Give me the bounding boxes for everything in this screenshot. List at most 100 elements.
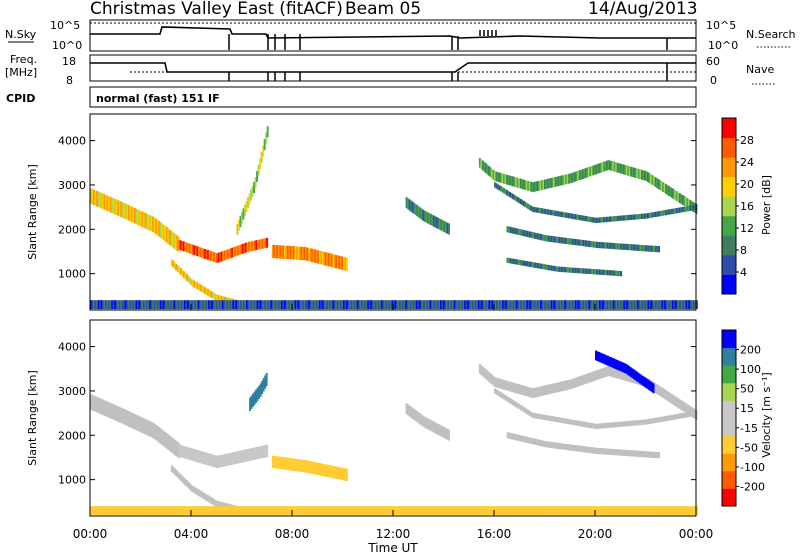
data-cell: [346, 468, 348, 482]
data-cell: [546, 235, 548, 242]
data-cell: [671, 506, 674, 516]
data-cell: [302, 246, 305, 261]
data-cell: [523, 230, 526, 237]
data-cell: [167, 506, 170, 516]
data-cell: [683, 412, 686, 418]
data-cell: [641, 506, 644, 516]
data-cell: [259, 158, 262, 170]
data-cell: [665, 300, 668, 310]
data-cell: [615, 162, 618, 173]
data-cell: [448, 223, 450, 235]
data-cell: [184, 272, 187, 280]
data-cell: [361, 506, 364, 516]
data-cell: [530, 300, 533, 310]
data-cell: [195, 245, 197, 256]
data-cell: [414, 204, 417, 216]
data-cell: [520, 260, 523, 266]
data-cell: [606, 160, 609, 171]
data-cell: [423, 416, 426, 428]
data-cell: [264, 375, 267, 389]
data-cell: [639, 506, 642, 516]
data-cell: [121, 408, 124, 424]
data-cell: [627, 300, 630, 310]
data-cell: [529, 261, 532, 267]
data-cell: [671, 188, 674, 198]
data-cell: [593, 241, 595, 248]
data-cell: [535, 438, 538, 446]
data-cell: [621, 243, 624, 250]
data-cell: [150, 421, 153, 438]
data-cell: [689, 411, 692, 417]
data-cell: [249, 300, 252, 310]
data-cell: [329, 253, 332, 267]
data-cell: [608, 356, 611, 367]
data-cell: [603, 300, 606, 310]
data-cell: [515, 401, 518, 408]
data-cell: [668, 392, 671, 402]
data-cell: [568, 419, 571, 425]
data-cell: [532, 300, 535, 310]
data-cell: [109, 300, 112, 310]
data-cell: [591, 217, 593, 223]
data-cell: [620, 300, 623, 310]
data-cell: [311, 248, 314, 262]
data-cell: [633, 506, 636, 516]
data-cell: [177, 506, 180, 516]
data-cell: [321, 506, 324, 516]
data-cell: [338, 467, 341, 480]
data-cell: [406, 300, 409, 310]
colorbar-tick-label: 200: [740, 344, 761, 357]
data-cell: [120, 201, 123, 218]
data-cell: [431, 420, 434, 432]
data-cell: [632, 506, 635, 516]
data-cell: [249, 506, 252, 516]
data-cell: [550, 209, 553, 216]
data-cell: [675, 414, 678, 420]
data-cell: [605, 269, 608, 276]
data-cell: [538, 233, 541, 240]
data-cell: [265, 132, 268, 144]
data-cell: [402, 300, 405, 310]
data-cell: [260, 446, 263, 459]
data-cell: [650, 506, 653, 516]
data-cell: [296, 506, 298, 516]
data-cell: [593, 506, 595, 516]
data-cell: [547, 209, 549, 215]
data-cell: [518, 435, 521, 442]
data-cell: [93, 300, 95, 310]
data-cell: [480, 365, 483, 375]
data-cell: [429, 213, 432, 225]
data-cell: [317, 300, 320, 310]
data-cell: [324, 300, 327, 310]
data-cell: [133, 506, 136, 516]
data-cell: [670, 506, 673, 516]
data-cell: [527, 203, 530, 210]
data-cell: [523, 300, 526, 310]
data-cell: [638, 450, 641, 457]
data-cell: [170, 230, 173, 247]
data-cell: [202, 300, 205, 310]
data-cell: [604, 216, 607, 223]
data-cell: [355, 506, 358, 516]
data-cell: [179, 300, 182, 310]
data-cell: [571, 267, 574, 273]
data-cell: [193, 449, 196, 462]
data-cell: [311, 506, 314, 516]
data-cell: [193, 280, 196, 288]
data-cell: [458, 300, 461, 310]
data-cell: [282, 300, 285, 310]
data-cell: [312, 300, 315, 310]
data-cell: [559, 237, 562, 244]
y-tick-label: 4000: [58, 135, 86, 148]
data-cell: [642, 170, 645, 181]
data-cell: [530, 411, 533, 417]
data-cell: [117, 406, 120, 422]
data-cell: [305, 506, 308, 516]
data-cell: [529, 506, 532, 516]
data-cell: [455, 300, 458, 310]
data-cell: [583, 421, 586, 427]
data-cell: [137, 300, 139, 310]
data-cell: [612, 506, 615, 516]
data-cell: [267, 300, 270, 310]
